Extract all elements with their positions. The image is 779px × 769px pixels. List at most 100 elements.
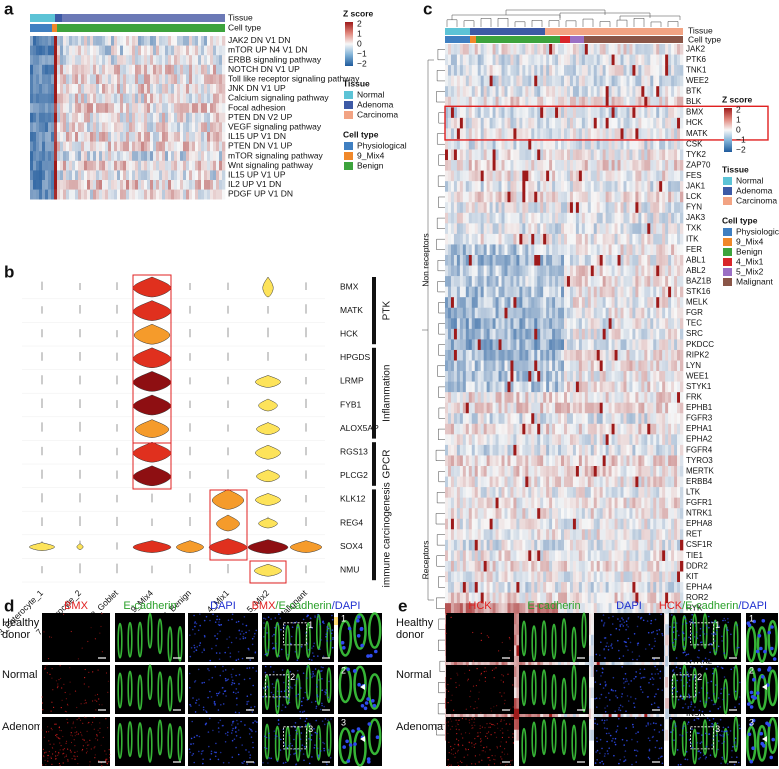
heatmap-cell xyxy=(162,180,166,190)
heatmap-cell xyxy=(662,160,666,171)
heatmap-cell xyxy=(156,151,160,162)
heatmap-cell xyxy=(647,455,651,467)
heatmap-cell xyxy=(54,180,58,190)
heatmap-cell xyxy=(593,276,598,287)
heatmap-cell xyxy=(126,103,130,114)
heatmap-cell xyxy=(450,255,455,266)
heatmap-cell xyxy=(501,318,505,330)
heatmap-cell xyxy=(561,497,565,509)
violin xyxy=(132,394,172,416)
heatmap-cell xyxy=(483,65,487,76)
heatmap-cell xyxy=(48,45,52,56)
heatmap-cell xyxy=(534,65,538,76)
heatmap-cell xyxy=(626,212,630,224)
heatmap-cell xyxy=(566,44,571,55)
heatmap-cell xyxy=(108,64,112,75)
heatmap-cell xyxy=(564,96,568,108)
heatmap-cell xyxy=(611,96,615,108)
heatmap-cell xyxy=(177,74,181,85)
heatmap-cell xyxy=(75,64,79,75)
heatmap-cell xyxy=(555,107,559,119)
heatmap-cell xyxy=(522,75,526,87)
heatmap-cell xyxy=(638,181,642,192)
heatmap-cell xyxy=(60,64,64,75)
heatmap-cell xyxy=(96,151,100,162)
heatmap-cell xyxy=(459,244,464,256)
heatmap-cell xyxy=(549,181,553,192)
heatmap-cell xyxy=(486,244,490,256)
heatmap-cell xyxy=(629,107,633,119)
heatmap-cell xyxy=(126,93,130,104)
heatmap-cell xyxy=(465,128,470,140)
gene-label: PKDCC xyxy=(686,340,714,349)
heatmap-cell xyxy=(614,328,618,340)
heatmap-cell xyxy=(602,233,606,245)
heatmap-cell xyxy=(653,423,657,435)
legend-swatch xyxy=(344,162,353,170)
heatmap-cell xyxy=(608,318,612,330)
heatmap-cell xyxy=(93,55,97,66)
heatmap-cell xyxy=(477,297,481,309)
heatmap-cell xyxy=(674,476,678,488)
heatmap-cell xyxy=(177,151,181,162)
heatmap-cell xyxy=(450,233,455,245)
heatmap-cell xyxy=(480,244,484,256)
heatmap-cell xyxy=(492,117,496,129)
heatmap-cell xyxy=(456,434,461,446)
heatmap-cell xyxy=(593,413,598,425)
heatmap-cell xyxy=(210,160,214,171)
heatmap-cell xyxy=(30,189,34,200)
heatmap-cell xyxy=(51,141,55,152)
heatmap-cell xyxy=(534,181,538,192)
heatmap-cell xyxy=(647,202,651,214)
heatmap-cell xyxy=(540,487,544,498)
heatmap-cell xyxy=(581,434,586,446)
heatmap-cell xyxy=(659,339,663,351)
heatmap-cell xyxy=(629,466,633,477)
heatmap-cell xyxy=(602,96,606,108)
heatmap-cell xyxy=(486,233,490,245)
heatmap-cell xyxy=(566,423,571,435)
heatmap-cell xyxy=(581,191,586,203)
heatmap-cell xyxy=(57,103,61,114)
heatmap-cell xyxy=(581,96,586,108)
heatmap-cell xyxy=(602,307,606,319)
heatmap-cell xyxy=(453,117,458,129)
heatmap-cell xyxy=(138,36,142,46)
heatmap-cell xyxy=(587,202,592,214)
heatmap-cell xyxy=(495,160,499,171)
heatmap-cell xyxy=(483,223,487,235)
heatmap-cell xyxy=(489,297,493,309)
group-bar xyxy=(372,442,376,486)
heatmap-cell xyxy=(659,371,663,382)
heatmap-cell xyxy=(99,55,103,66)
heatmap-cell xyxy=(513,191,517,203)
heatmap-cell xyxy=(677,181,681,192)
heatmap-cell xyxy=(626,181,630,192)
heatmap-cell xyxy=(135,55,139,66)
heatmap-cell xyxy=(552,233,556,245)
heatmap-cell xyxy=(501,149,505,161)
heatmap-cell xyxy=(599,191,603,203)
heatmap-cell xyxy=(641,444,645,456)
heatmap-cell xyxy=(632,202,636,214)
heatmap-cell xyxy=(117,45,121,56)
legend-label: Normal xyxy=(357,89,385,99)
heatmap-cell xyxy=(656,371,660,382)
heatmap-cell xyxy=(581,107,586,119)
heatmap-cell xyxy=(501,371,505,382)
heatmap-cell xyxy=(540,476,544,488)
heatmap-cell xyxy=(468,455,473,467)
heatmap-cell xyxy=(605,392,609,403)
heatmap-cell xyxy=(480,44,484,55)
heatmap-cell xyxy=(531,202,535,214)
heatmap-cell xyxy=(552,286,556,298)
heatmap-cell xyxy=(552,255,556,266)
heatmap-cell xyxy=(87,55,91,66)
heatmap-cell xyxy=(144,36,148,46)
heatmap-cell xyxy=(653,149,657,161)
heatmap-cell xyxy=(575,423,580,435)
heatmap-cell xyxy=(531,223,535,235)
heatmap-cell xyxy=(171,64,175,75)
heatmap-cell xyxy=(492,328,496,340)
